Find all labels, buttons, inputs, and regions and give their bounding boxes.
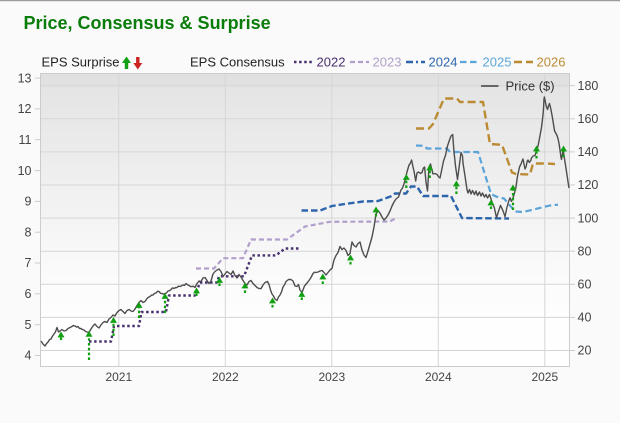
svg-text:9: 9 <box>25 195 32 209</box>
svg-text:EPS Surprise: EPS Surprise <box>42 55 120 70</box>
svg-text:2024: 2024 <box>425 370 452 384</box>
svg-text:120: 120 <box>578 178 599 192</box>
svg-text:Price, Consensus & Surprise: Price, Consensus & Surprise <box>24 13 271 33</box>
svg-text:8: 8 <box>25 225 32 239</box>
svg-text:5: 5 <box>25 318 32 332</box>
svg-text:160: 160 <box>578 112 599 126</box>
svg-text:2024: 2024 <box>429 55 458 70</box>
svg-text:20: 20 <box>578 344 592 358</box>
svg-text:2023: 2023 <box>318 370 345 384</box>
svg-text:60: 60 <box>578 278 592 292</box>
svg-text:2026: 2026 <box>537 55 566 70</box>
svg-text:2023: 2023 <box>373 55 402 70</box>
svg-text:80: 80 <box>578 244 592 258</box>
svg-text:EPS Consensus: EPS Consensus <box>190 55 285 70</box>
svg-text:10: 10 <box>18 164 32 178</box>
svg-text:2022: 2022 <box>317 55 346 70</box>
svg-text:12: 12 <box>18 102 32 116</box>
svg-text:180: 180 <box>578 79 599 93</box>
svg-text:2025: 2025 <box>531 370 558 384</box>
svg-text:100: 100 <box>578 211 599 225</box>
svg-text:40: 40 <box>578 311 592 325</box>
svg-text:11: 11 <box>19 133 32 147</box>
svg-text:2022: 2022 <box>212 370 239 384</box>
svg-text:140: 140 <box>578 145 599 159</box>
svg-text:Price ($): Price ($) <box>506 79 555 94</box>
svg-text:7: 7 <box>25 256 32 270</box>
svg-text:13: 13 <box>18 71 32 85</box>
svg-text:6: 6 <box>25 287 32 301</box>
svg-text:4: 4 <box>25 349 32 363</box>
svg-text:2025: 2025 <box>483 55 512 70</box>
svg-text:2021: 2021 <box>105 370 132 384</box>
